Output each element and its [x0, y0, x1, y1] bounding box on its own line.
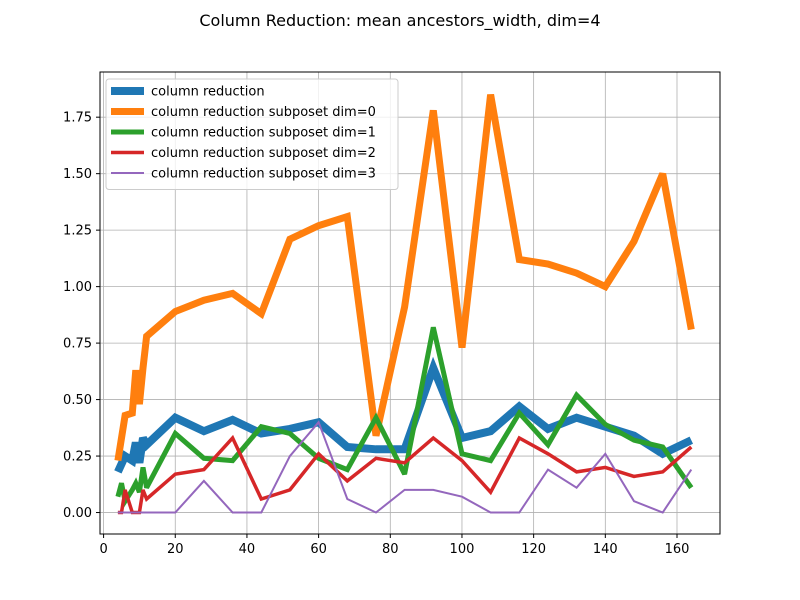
plot-area-frame — [99, 71, 721, 535]
y-tick-label: 0.25 — [63, 450, 92, 465]
legend-label: column reduction — [151, 85, 265, 100]
series-line-dim0 — [114, 356, 694, 474]
y-tick-label: 1.75 — [63, 111, 92, 126]
series-line-dim2 — [115, 326, 694, 508]
x-tick-label: 100 — [450, 542, 475, 557]
series-lines — [114, 93, 695, 515]
legend-label: column reduction subposet dim=0 — [151, 105, 376, 120]
y-tick-label: 1.25 — [63, 224, 92, 239]
axis-ticks: 0 20 40 60 80 100 120 140 160 0.00 0.25 0.50 0.75 1.0… — [63, 111, 689, 557]
x-tick-label: 20 — [167, 542, 184, 557]
x-tick-label: 120 — [521, 542, 546, 557]
series-line-dim1 — [114, 93, 695, 462]
series-line-dim4 — [117, 420, 693, 514]
y-tick-label: 0.75 — [63, 337, 92, 352]
legend-box — [105, 78, 399, 190]
x-tick-label: 60 — [310, 542, 327, 557]
y-tick-label: 1.00 — [63, 280, 92, 295]
y-tick-label: 1.50 — [63, 167, 92, 182]
x-tick-label: 40 — [239, 542, 256, 557]
x-tick-label: 0 — [99, 542, 107, 557]
legend-label: column reduction subposet dim=2 — [151, 146, 376, 161]
x-tick-label: 80 — [382, 542, 399, 557]
chart-title: Column Reduction: mean ancestors_width, … — [199, 11, 600, 31]
x-tick-label: 160 — [665, 542, 690, 557]
y-tick-label: 0.00 — [63, 506, 92, 521]
legend-label: column reduction subposet dim=3 — [151, 167, 376, 182]
x-tick-label: 140 — [593, 542, 618, 557]
y-tick-label: 0.50 — [63, 393, 92, 408]
legend-label: column reduction subposet dim=1 — [151, 126, 376, 141]
legend: column reduction column reduction subpose… — [105, 78, 399, 190]
